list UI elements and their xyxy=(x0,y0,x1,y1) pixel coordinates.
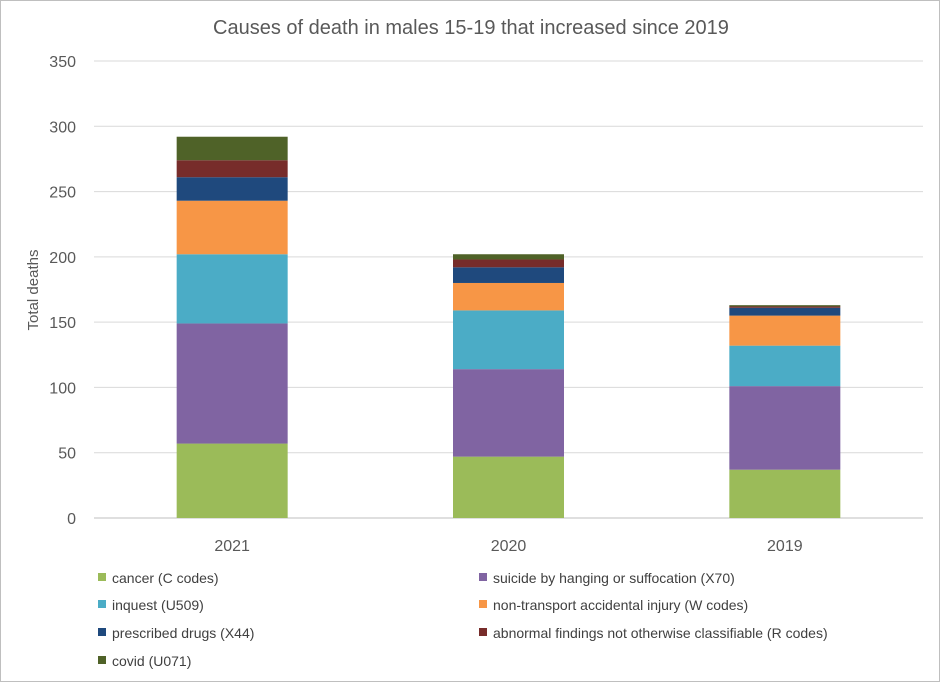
legend-swatch xyxy=(98,628,106,636)
bar-segment xyxy=(453,282,564,311)
bar-segment xyxy=(729,306,841,308)
bar-segment xyxy=(176,160,288,178)
x-axis-ticks: 2021 2020 2019 xyxy=(214,538,802,555)
bar-segment xyxy=(176,443,288,518)
y-tick-label: 250 xyxy=(49,185,76,202)
y-axis-title: Total deaths xyxy=(25,250,42,331)
legend-label: non-transport accidental injury (W codes… xyxy=(493,597,748,613)
legend-swatch xyxy=(479,573,487,581)
bar-segment xyxy=(176,177,288,201)
bar-stacks xyxy=(176,136,841,518)
legend-swatch xyxy=(98,573,106,581)
bar-segment xyxy=(176,254,288,324)
y-tick-label: 100 xyxy=(49,380,76,397)
legend-swatch xyxy=(98,656,106,664)
y-tick-label: 50 xyxy=(58,446,76,463)
legend-swatch xyxy=(479,628,487,636)
bar-segment xyxy=(729,315,841,346)
bar-segment xyxy=(729,386,841,470)
y-axis-ticks: 0 50 100 150 200 250 300 350 xyxy=(49,54,76,528)
bar-segment xyxy=(453,259,564,268)
x-tick-label: 2020 xyxy=(491,538,527,555)
bar-segment xyxy=(453,310,564,370)
bar-segment xyxy=(176,323,288,444)
legend-label: cancer (C codes) xyxy=(112,570,219,586)
legend-label: suicide by hanging or suffocation (X70) xyxy=(493,570,735,586)
bar-segment xyxy=(453,369,564,457)
bar-segment xyxy=(453,267,564,283)
y-tick-label: 300 xyxy=(49,119,76,136)
bar-segment xyxy=(729,469,841,518)
bar-segment xyxy=(176,136,288,161)
bar-segment xyxy=(729,307,841,316)
bar-segment xyxy=(729,305,841,307)
bar-segment xyxy=(176,200,288,255)
x-tick-label: 2021 xyxy=(214,538,250,555)
y-tick-label: 0 xyxy=(67,511,76,528)
legend-swatch xyxy=(479,600,487,608)
legend-swatch xyxy=(98,600,106,608)
y-tick-label: 200 xyxy=(49,250,76,267)
legend-label: covid (U071) xyxy=(112,653,191,669)
y-tick-label: 150 xyxy=(49,315,76,332)
legend-label: prescribed drugs (X44) xyxy=(112,625,254,641)
legend-label: inquest (U509) xyxy=(112,597,204,613)
legend: cancer (C codes) suicide by hanging or su… xyxy=(98,570,828,669)
legend-label: abnormal findings not otherwise classifi… xyxy=(493,625,828,641)
bar-segment xyxy=(453,456,564,518)
bar-segment xyxy=(453,254,564,260)
x-tick-label: 2019 xyxy=(767,538,803,555)
chart-title: Causes of death in males 15-19 that incr… xyxy=(213,17,729,39)
bar-segment xyxy=(729,345,841,387)
y-tick-label: 350 xyxy=(49,54,76,71)
